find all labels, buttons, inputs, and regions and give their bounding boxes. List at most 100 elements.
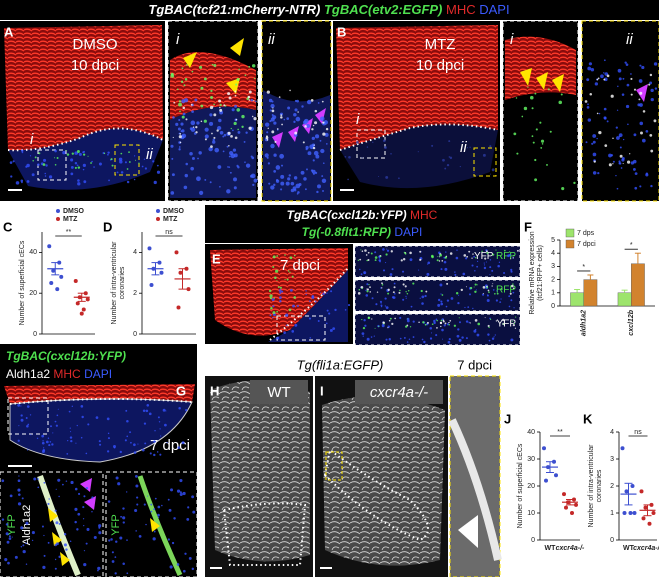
cell	[272, 107, 274, 109]
cell	[25, 563, 28, 565]
cell	[489, 259, 492, 261]
cell	[273, 153, 277, 157]
cell	[196, 121, 200, 125]
cell	[515, 316, 517, 318]
y-tick-label: 3	[551, 263, 555, 270]
cell	[392, 296, 396, 299]
cell	[63, 533, 67, 536]
cell	[276, 255, 279, 257]
panel-letter: C	[3, 219, 13, 234]
dot	[564, 505, 568, 510]
cell	[279, 286, 282, 289]
cell	[388, 319, 391, 322]
cell	[162, 408, 166, 412]
cell	[213, 64, 217, 67]
cell	[484, 317, 486, 319]
panel-a: A DMSO 10 dpci i ii i ii	[0, 20, 332, 202]
cell	[399, 337, 402, 340]
cell	[619, 135, 621, 138]
cell	[491, 168, 495, 172]
cell	[21, 497, 24, 500]
cell	[126, 180, 130, 184]
label: TgBAC(tcf21:mCherry-NTR)	[148, 2, 320, 17]
arrowhead	[84, 496, 96, 510]
cell	[212, 140, 216, 144]
cell	[381, 283, 384, 286]
cell	[226, 145, 229, 148]
cell	[274, 276, 277, 280]
cell	[170, 74, 175, 78]
cell	[126, 572, 129, 575]
dot	[73, 278, 78, 283]
cell	[385, 253, 388, 256]
cell	[170, 191, 175, 195]
cell	[116, 171, 119, 174]
cell	[200, 120, 203, 123]
cell	[122, 521, 125, 524]
cell	[471, 264, 474, 267]
cell	[344, 155, 347, 158]
cell	[8, 537, 12, 540]
cell	[204, 138, 207, 141]
cell	[204, 77, 207, 81]
cell	[80, 436, 83, 439]
cell	[179, 141, 182, 144]
cell	[48, 175, 53, 179]
cell	[134, 508, 138, 513]
cell	[474, 257, 477, 259]
panel-hi: Tg(fli1a:EGFP) 7 dpci WT H cxcr4a-/- I	[205, 357, 502, 577]
cell	[361, 157, 363, 159]
cell	[465, 320, 469, 323]
cell	[226, 189, 231, 194]
cell	[248, 65, 251, 68]
cell	[178, 118, 181, 122]
cell	[271, 100, 274, 103]
header: Tg(fli1a:EGFP)	[297, 357, 384, 372]
cell	[183, 84, 186, 87]
cell	[402, 270, 405, 273]
cell	[138, 535, 142, 538]
cell	[110, 158, 113, 161]
cell	[253, 77, 256, 80]
dot	[632, 511, 637, 515]
cell	[54, 567, 57, 570]
cell	[417, 151, 419, 153]
cell	[388, 338, 391, 341]
epicardium	[137, 475, 183, 577]
cell	[161, 504, 163, 507]
cell	[57, 478, 61, 482]
cell	[420, 289, 423, 293]
cell	[440, 302, 444, 306]
cell	[560, 93, 563, 96]
cell	[182, 491, 186, 496]
cell	[653, 62, 658, 66]
cell	[465, 286, 467, 288]
cell	[508, 251, 511, 253]
cell	[380, 302, 382, 304]
cell	[44, 172, 47, 175]
cell	[147, 495, 149, 497]
cell	[159, 453, 162, 456]
dot	[620, 446, 625, 451]
cell	[645, 130, 649, 133]
cell	[546, 163, 548, 166]
cell	[77, 179, 80, 182]
cell	[236, 164, 239, 167]
cell	[325, 322, 328, 325]
cell	[312, 146, 316, 150]
cell	[630, 161, 635, 165]
cell	[14, 555, 18, 559]
cell	[394, 293, 396, 295]
cell	[87, 155, 89, 157]
significance: ns	[634, 429, 642, 436]
cell	[192, 510, 196, 514]
cell	[492, 253, 495, 256]
cell	[288, 174, 292, 177]
cell	[308, 317, 312, 320]
cell	[641, 138, 646, 143]
cell	[47, 541, 50, 544]
cell	[37, 478, 39, 480]
cell	[210, 89, 213, 92]
dot	[570, 511, 574, 515]
cell	[213, 103, 215, 106]
